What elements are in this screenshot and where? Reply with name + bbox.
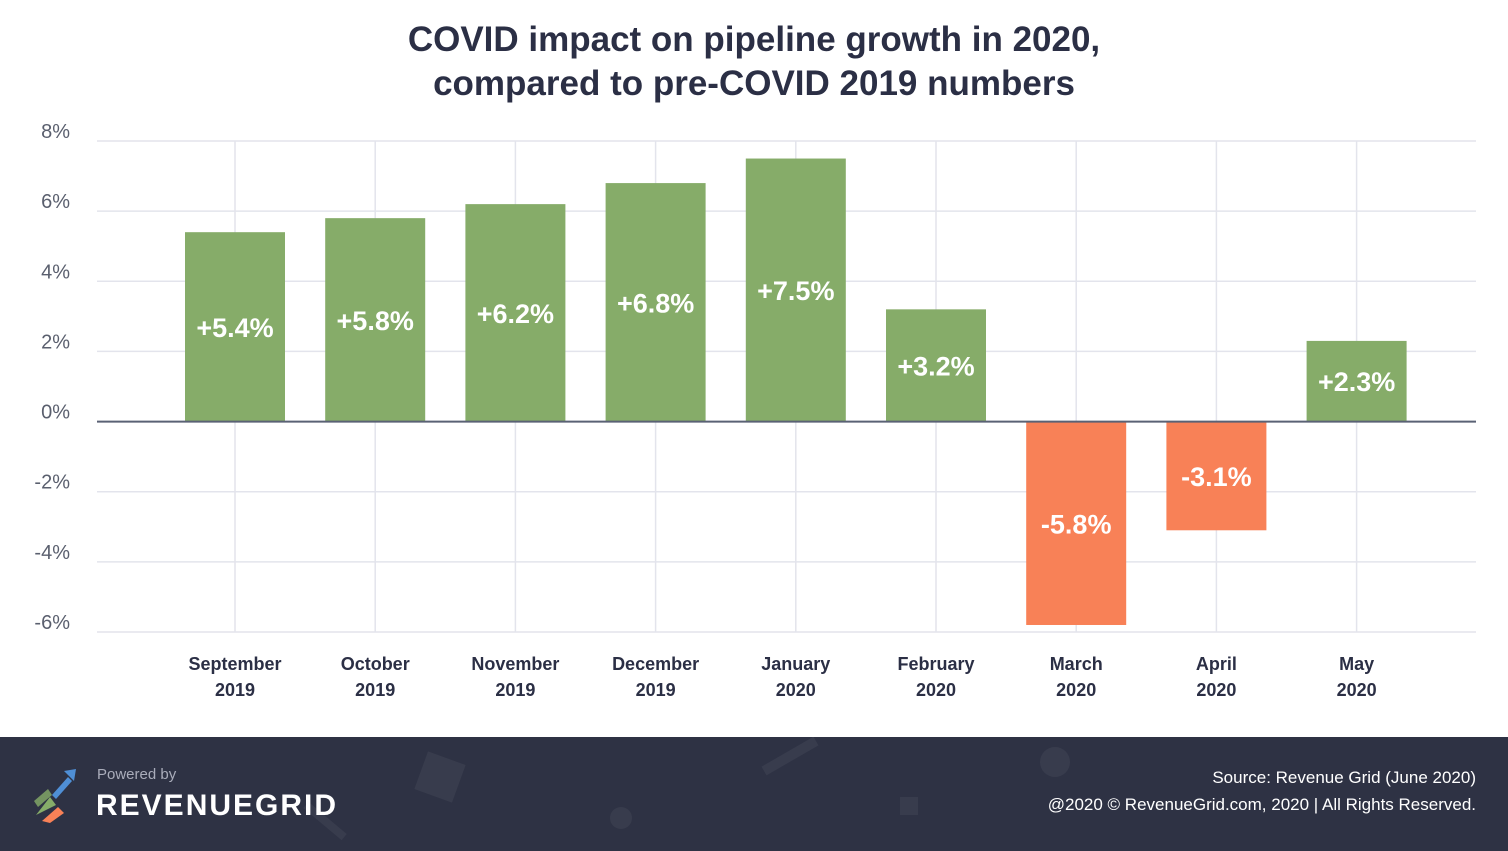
source-note: Source: Revenue Grid (June 2020) bbox=[1212, 768, 1476, 787]
x-tick-label-month: September bbox=[188, 654, 281, 674]
x-tick-label-year: 2020 bbox=[1337, 680, 1377, 700]
x-tick-label-month: October bbox=[341, 654, 410, 674]
x-tick-label-month: December bbox=[612, 654, 699, 674]
y-tick-label: 0% bbox=[41, 402, 70, 424]
bar-0 bbox=[185, 232, 285, 422]
x-tick-label-month: May bbox=[1339, 654, 1374, 674]
x-tick-label-year: 2020 bbox=[1196, 680, 1236, 700]
bar-chart: 8% 6% 4% 2% 0% -2% -4% -6% +5.4% +5.8% +6.2% +6.8% +… bbox=[34, 121, 1476, 700]
x-tick-label-month: November bbox=[471, 654, 559, 674]
brand-name: REVENUEGRID bbox=[96, 789, 339, 822]
bar-2 bbox=[465, 204, 566, 422]
x-tick-label-year: 2020 bbox=[776, 680, 816, 700]
chart-title-line-2: compared to pre-COVID 2019 numbers bbox=[433, 64, 1075, 103]
chart-title: COVID impact on pipeline growth in 2020,… bbox=[0, 18, 1508, 106]
bar-4 bbox=[745, 158, 846, 422]
y-tick-label: 6% bbox=[41, 191, 70, 213]
y-tick-label: -2% bbox=[34, 472, 70, 494]
bar-value-label-3: +6.8% bbox=[617, 288, 694, 318]
copyright-note: @2020 © RevenueGrid.com, 2020 | All Righ… bbox=[1047, 795, 1476, 814]
bar-value-label-4: +7.5% bbox=[757, 276, 834, 306]
y-tick-label: -4% bbox=[34, 542, 70, 564]
bar-value-label-6: -5.8% bbox=[1041, 509, 1112, 539]
bar-1 bbox=[325, 218, 426, 422]
x-tick-label-month: March bbox=[1050, 654, 1103, 674]
bar-value-label-8: +2.3% bbox=[1318, 367, 1395, 397]
bar-8 bbox=[1306, 340, 1407, 422]
chart-title-line-1: COVID impact on pipeline growth in 2020, bbox=[407, 20, 1101, 59]
x-tick-label-year: 2019 bbox=[495, 680, 535, 700]
bar-value-label-0: +5.4% bbox=[196, 313, 273, 343]
y-tick-label: 4% bbox=[41, 261, 70, 283]
bar-7 bbox=[1166, 421, 1267, 531]
x-tick-label-year: 2020 bbox=[916, 680, 956, 700]
y-tick-label: 2% bbox=[41, 331, 70, 353]
powered-by-label: Powered by bbox=[97, 766, 177, 783]
footer: Powered by REVENUEGRID Source: Revenue G… bbox=[0, 737, 1508, 851]
x-tick-label-year: 2019 bbox=[355, 680, 395, 700]
x-tick-label-year: 2019 bbox=[215, 680, 255, 700]
bar-value-label-5: +3.2% bbox=[897, 351, 974, 381]
bar-3 bbox=[605, 183, 706, 422]
x-tick-label-month: January bbox=[761, 654, 830, 674]
bar-5 bbox=[886, 309, 986, 422]
x-tick-label-year: 2019 bbox=[636, 680, 676, 700]
x-tick-label-year: 2020 bbox=[1056, 680, 1096, 700]
x-tick-label-month: April bbox=[1196, 654, 1237, 674]
y-tick-label: 8% bbox=[41, 121, 70, 143]
x-tick-label-month: February bbox=[897, 654, 974, 674]
bar-6 bbox=[1026, 421, 1127, 625]
bar-value-label-2: +6.2% bbox=[477, 299, 554, 329]
revenuegrid-logo-icon bbox=[34, 769, 76, 823]
bar-value-label-7: -3.1% bbox=[1181, 462, 1252, 492]
y-tick-label: -6% bbox=[34, 612, 70, 634]
bar-value-label-1: +5.8% bbox=[337, 306, 414, 336]
